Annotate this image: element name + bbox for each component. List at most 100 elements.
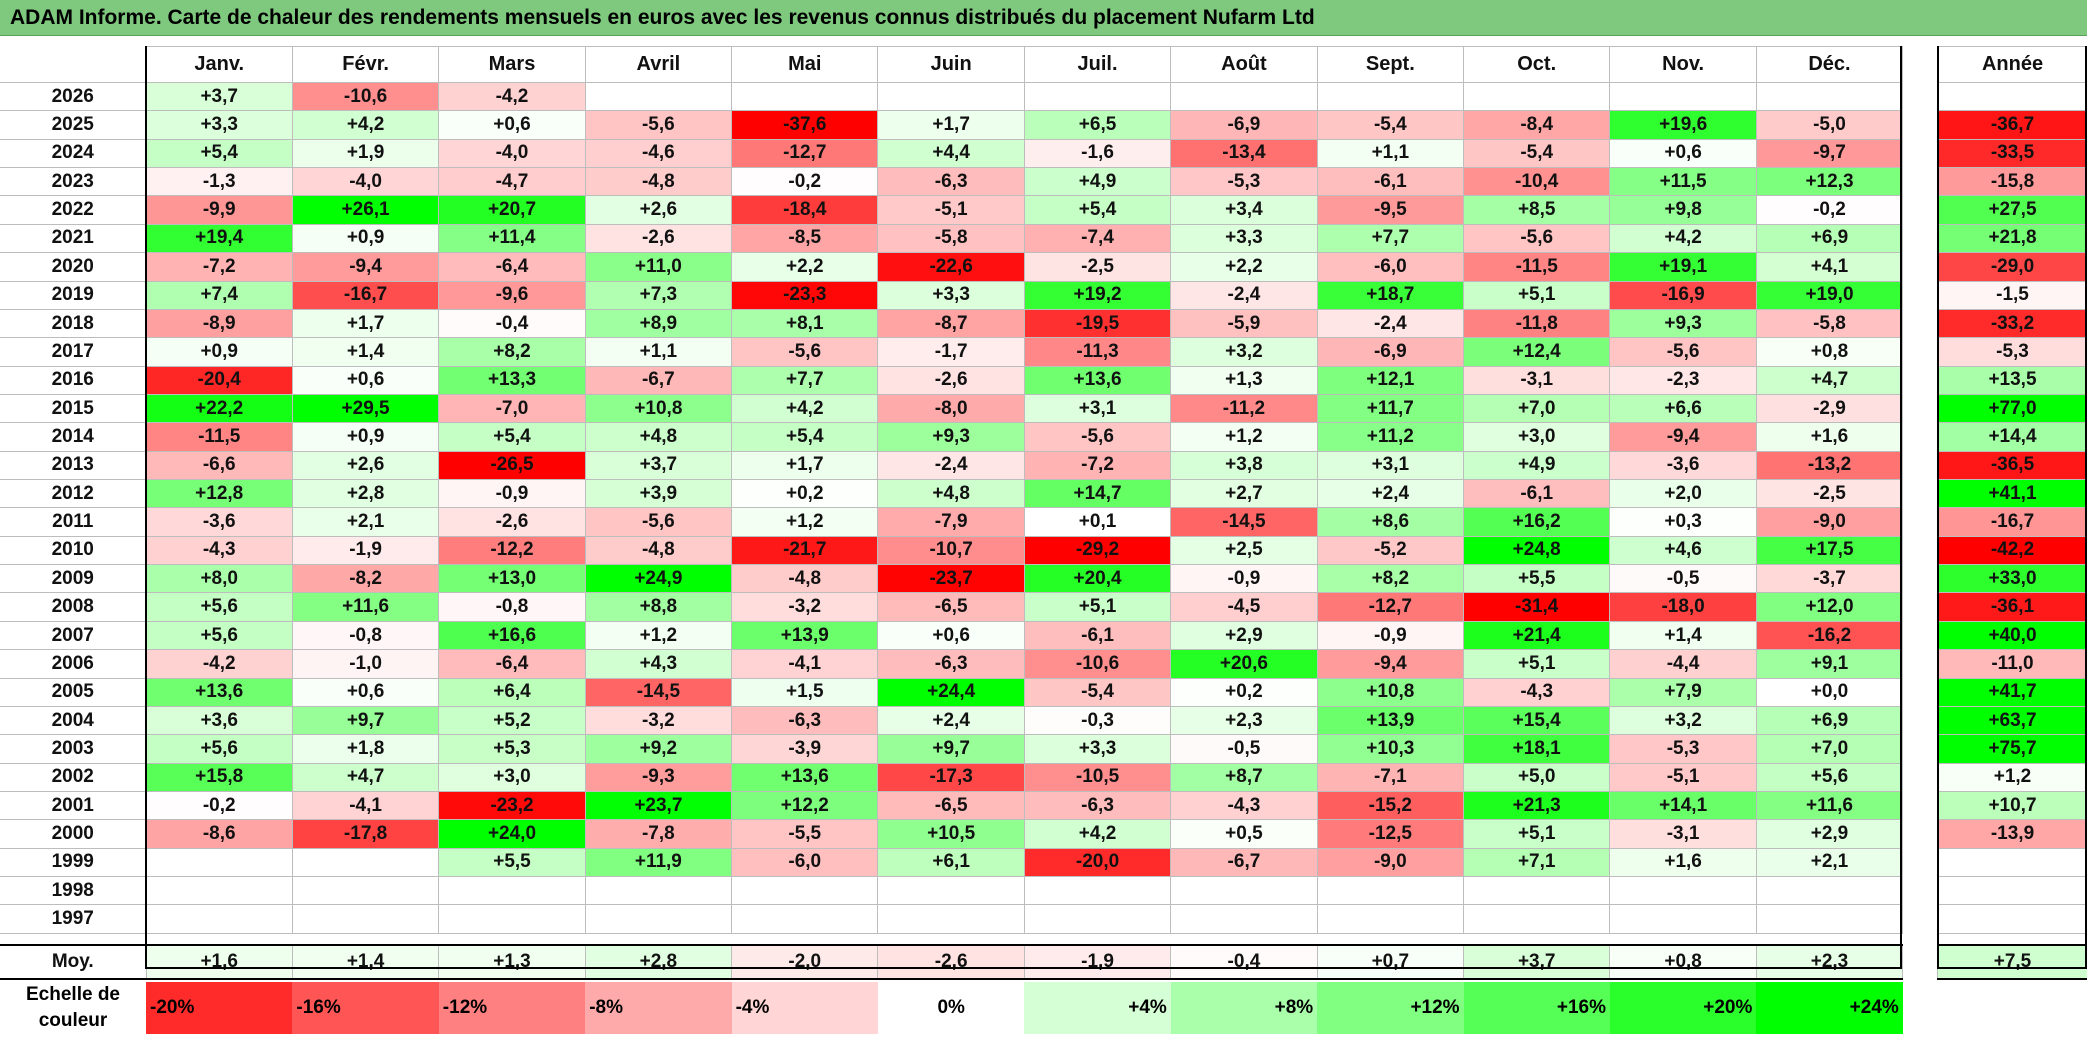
heat-cell [731, 904, 879, 934]
heat-cell: -12,7 [1316, 592, 1465, 622]
year-label: 2001 [0, 790, 147, 821]
heat-cell: +8,0 [145, 564, 293, 594]
heat-cell: -9,4 [1316, 649, 1465, 679]
heat-cell: +4,4 [877, 138, 1025, 169]
annual-cell [1937, 904, 2087, 934]
heat-cell: -8,6 [145, 819, 293, 849]
heat-cell: +1,6 [1609, 847, 1757, 878]
heat-cell: +3,0 [1463, 422, 1611, 452]
heat-cell [291, 876, 440, 906]
heat-cell: -11,2 [1170, 393, 1318, 424]
heat-cell: +2,5 [1170, 535, 1318, 566]
heat-cell: +12,8 [145, 479, 293, 509]
heat-cell: +5,1 [1023, 592, 1172, 622]
year-label: 2017 [0, 337, 147, 367]
average-cell: +2,8 [584, 943, 733, 980]
chart-title: ADAM Informe. Carte de chaleur des rende… [0, 0, 2087, 36]
heat-cell: -0,8 [438, 592, 586, 622]
annual-cell: -33,5 [1937, 138, 2087, 169]
heat-cell: +3,4 [1170, 195, 1318, 225]
heat-cell: +1,5 [731, 677, 879, 707]
heat-cell: +2,0 [1609, 479, 1757, 509]
heat-cell: -21,7 [731, 535, 879, 566]
heat-cell [1463, 876, 1611, 906]
color-scale-step: -12% [438, 982, 586, 1034]
heat-cell: -4,0 [438, 138, 586, 169]
heat-cell: -23,2 [438, 790, 586, 821]
year-label: 2026 [0, 81, 147, 112]
heat-cell [1316, 876, 1465, 906]
heat-cell: +3,1 [1023, 393, 1172, 424]
heat-cell: -5,6 [584, 110, 733, 140]
heat-cell: +1,1 [584, 337, 733, 367]
heat-cell: +8,2 [1316, 564, 1465, 594]
heat-cell: -10,5 [1023, 762, 1172, 792]
heat-cell: -9,9 [145, 195, 293, 225]
heat-cell: +8,7 [1170, 762, 1318, 792]
annual-cell: -36,7 [1937, 110, 2087, 140]
heat-cell: -8,2 [291, 564, 440, 594]
year-label: 1999 [0, 847, 147, 878]
heat-cell [1755, 876, 1904, 906]
year-row: 2013 -6,6 +2,6 -26,5 +3,7 +1,7 -2,4 -7,2 +3,8 +3,… [0, 450, 1904, 481]
heat-cell: +13,6 [731, 762, 879, 792]
heat-cell [584, 81, 733, 112]
month-header-12: Déc. [1755, 46, 1904, 83]
year-label: 2012 [0, 479, 147, 509]
month-header-4: Avril [584, 46, 733, 83]
heat-cell: +5,6 [145, 734, 293, 764]
heat-cell: -10,7 [877, 535, 1025, 566]
color-scale-step: -20% [146, 982, 293, 1034]
heat-cell: -6,0 [1316, 252, 1465, 282]
heat-cell: -6,4 [438, 252, 586, 282]
heat-cell: -4,8 [731, 564, 879, 594]
heat-cell [1023, 81, 1172, 112]
heat-cell: +2,6 [584, 195, 733, 225]
heat-cell: -1,6 [1023, 138, 1172, 169]
color-scale-step: +20% [1610, 982, 1757, 1034]
heat-cell: -10,4 [1463, 167, 1611, 197]
year-label: 1997 [0, 904, 147, 934]
heat-cell: -7,9 [877, 507, 1025, 537]
average-cell: -2,0 [731, 943, 879, 980]
heat-cell: -9,7 [1755, 138, 1904, 169]
annual-cell: +41,7 [1937, 677, 2087, 707]
heat-cell: -6,4 [438, 649, 586, 679]
year-row: 2000 -8,6 -17,8 +24,0 -7,8 -5,5 +10,5 +4,2 +0,5-… [0, 819, 1904, 849]
heat-cell [877, 81, 1025, 112]
heat-cell: +0,8 [1755, 337, 1904, 367]
heat-cell: -0,9 [1316, 620, 1465, 651]
heat-cell [1316, 81, 1465, 112]
heat-cell: -6,7 [584, 365, 733, 395]
month-header-8: Août [1170, 46, 1318, 83]
heat-cell: -20,4 [145, 365, 293, 395]
heat-cell: +9,8 [1609, 195, 1757, 225]
heat-cell [1023, 904, 1172, 934]
heat-cell: +24,8 [1463, 535, 1611, 566]
heat-cell: +6,9 [1755, 705, 1904, 736]
heat-cell: +1,2 [1170, 422, 1318, 452]
annual-cell: +21,8 [1937, 223, 2087, 254]
heat-cell [1609, 81, 1757, 112]
heat-cell: -4,3 [1170, 790, 1318, 821]
heat-cell: +11,9 [584, 847, 733, 878]
heat-cell [1316, 904, 1465, 934]
heat-cell: -9,0 [1755, 507, 1904, 537]
year-label: 2010 [0, 535, 147, 566]
heat-cell [1609, 876, 1757, 906]
heat-cell: -2,5 [1755, 479, 1904, 509]
heat-cell: +13,9 [1316, 705, 1465, 736]
heat-cell [731, 876, 879, 906]
year-row: 2026 +3,7 -10,6 -4,2 [0, 81, 1904, 112]
heat-cell: +23,7 [584, 790, 733, 821]
heat-cell: -9,4 [1609, 422, 1757, 452]
heat-cell [1463, 81, 1611, 112]
heat-cell: -3,6 [1609, 450, 1757, 481]
heat-cell: -6,3 [877, 167, 1025, 197]
heat-cell: +5,1 [1463, 649, 1611, 679]
heat-cell: -4,0 [291, 167, 440, 197]
heat-cell: +20,6 [1170, 649, 1318, 679]
heat-cell: -4,7 [438, 167, 586, 197]
year-label: 2006 [0, 649, 147, 679]
heat-cell: +7,9 [1609, 677, 1757, 707]
